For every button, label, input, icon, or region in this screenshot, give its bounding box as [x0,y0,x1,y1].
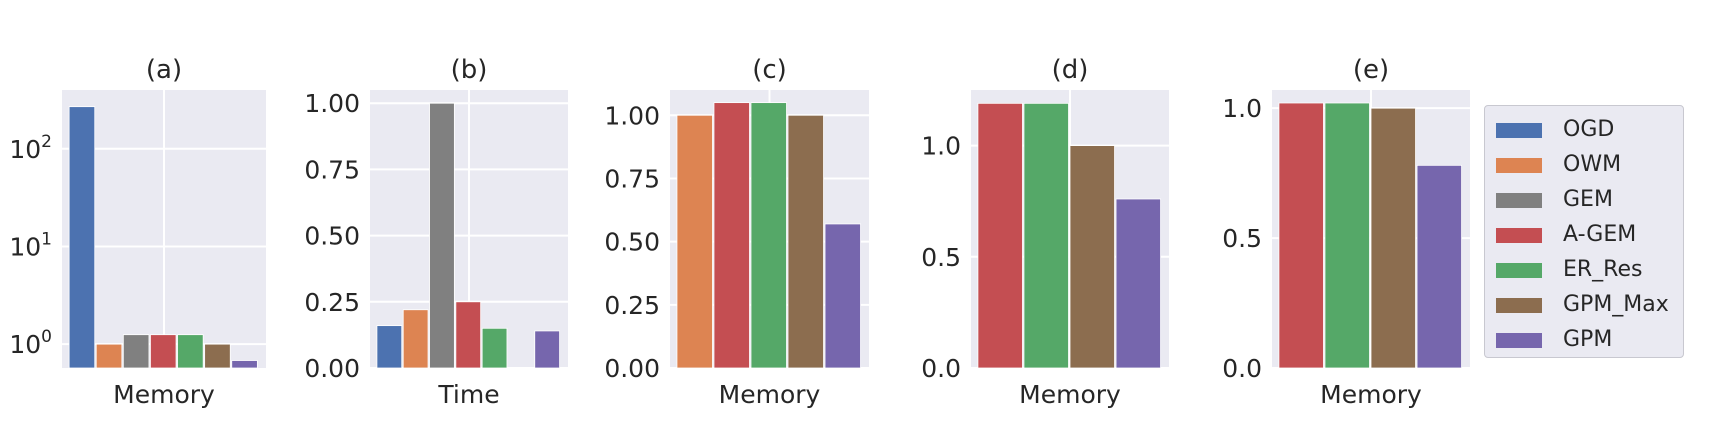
legend: OGD OWM GEM A-GEM ER_Res GPM_Max GPM [1484,105,1684,358]
y-tick-label: 101 [9,229,52,261]
bar-gpm [1416,164,1462,369]
legend-swatch [1496,263,1542,278]
legend-label: GPM_Max [1563,292,1669,317]
legend-swatch [1496,298,1542,313]
bar-gpm [534,330,560,369]
panel-title: (b) [451,55,488,85]
bar-a-gem [977,102,1023,369]
y-tick-label: 0.75 [304,155,360,184]
legend-item: A-GEM [1485,219,1685,249]
legend-label: GPM [1563,327,1613,352]
bar-gpm-max [1069,145,1115,369]
chart-panel: 0.00 0.25 0.50 0.75 1.00 (b) Time [304,55,568,409]
bar-gpm-max [787,114,824,369]
y-tick-label: 0.25 [604,291,660,320]
legend-swatch [1496,123,1542,138]
y-tick-label: 0.5 [1222,224,1262,253]
chart-panel: 100 101 102 (a) Memory [9,55,266,409]
bar-er-res [177,334,204,369]
legend-item: OGD [1485,114,1685,144]
legend-label: GEM [1563,187,1613,212]
x-axis-label: Memory [719,380,821,409]
y-tick-label: 100 [9,327,52,359]
legend-label: A-GEM [1563,222,1637,247]
bar-gem [122,334,150,369]
x-axis-label: Time [437,380,499,409]
y-tick-label: 0.00 [604,354,660,383]
bar-owm [676,114,713,369]
x-axis-label: Memory [113,380,215,409]
bar-ogd [68,106,96,369]
legend-swatch [1496,193,1542,208]
legend-label: OWM [1563,152,1622,177]
legend-swatch [1496,158,1542,173]
y-tick-label: 0.50 [304,222,360,251]
bar-gpm-max [204,343,231,369]
y-tick-label: 102 [9,132,52,164]
bar-er-res [750,102,787,369]
x-axis-label: Memory [1320,380,1422,409]
bar-er-res [1023,102,1069,369]
bar-gpm [1115,198,1161,369]
x-axis-label: Memory [1019,380,1121,409]
bar-gem [429,102,455,369]
legend-label: OGD [1563,117,1615,142]
y-tick-label: 0.0 [921,354,961,383]
y-tick-label: 0.0 [1222,354,1262,383]
y-tick-label: 1.00 [604,101,660,130]
y-tick-label: 0.75 [604,164,660,193]
panel-title: (d) [1052,55,1089,85]
bar-gpm-max [1370,107,1416,369]
panel-title: (e) [1353,55,1389,85]
y-tick-label: 1.00 [304,89,360,118]
bar-a-gem [455,301,482,369]
legend-swatch [1496,333,1542,348]
bar-er-res [1324,102,1370,369]
y-tick-label: 1.0 [1222,94,1262,123]
legend-label: ER_Res [1563,257,1643,282]
y-tick-label: 0.25 [304,288,360,317]
bar-a-gem [1278,102,1324,369]
legend-item: OWM [1485,149,1685,179]
panel-title: (c) [752,55,787,85]
bar-er-res [481,327,508,369]
chart-panel: 0.00 0.25 0.50 0.75 1.00 (c) Memory [604,55,869,409]
bar-gpm [231,360,258,369]
bar-a-gem [150,334,177,369]
y-tick-label: 0.50 [604,228,660,257]
legend-swatch [1496,228,1542,243]
y-tick-label: 0.5 [921,243,961,272]
y-tick-label: 1.0 [921,132,961,161]
bar-gpm [824,223,861,369]
legend-item: GPM [1485,324,1685,354]
panel-title: (a) [146,55,182,85]
legend-item: GPM_Max [1485,289,1685,319]
chart-panel: 0.0 0.5 1.0 (d) Memory [921,55,1169,409]
bar-owm [95,343,123,369]
bar-owm [402,309,429,369]
y-tick-label: 0.00 [304,354,360,383]
chart-panel: 0.0 0.5 1.0 (e) Memory [1222,55,1470,409]
bar-a-gem [713,102,750,369]
bar-ogd [376,325,403,369]
legend-item: ER_Res [1485,254,1685,284]
legend-item: GEM [1485,184,1685,214]
